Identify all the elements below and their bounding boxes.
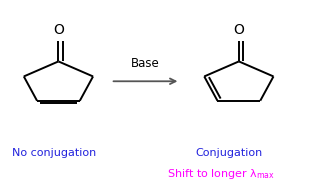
Text: Conjugation: Conjugation: [196, 148, 263, 158]
Text: Base: Base: [131, 57, 160, 70]
FancyArrowPatch shape: [114, 78, 176, 84]
Text: O: O: [53, 23, 64, 37]
Text: No conjugation: No conjugation: [11, 148, 96, 158]
Text: O: O: [233, 23, 244, 37]
Text: Shift to longer λ$_{\mathregular{max}}$: Shift to longer λ$_{\mathregular{max}}$: [167, 167, 275, 181]
